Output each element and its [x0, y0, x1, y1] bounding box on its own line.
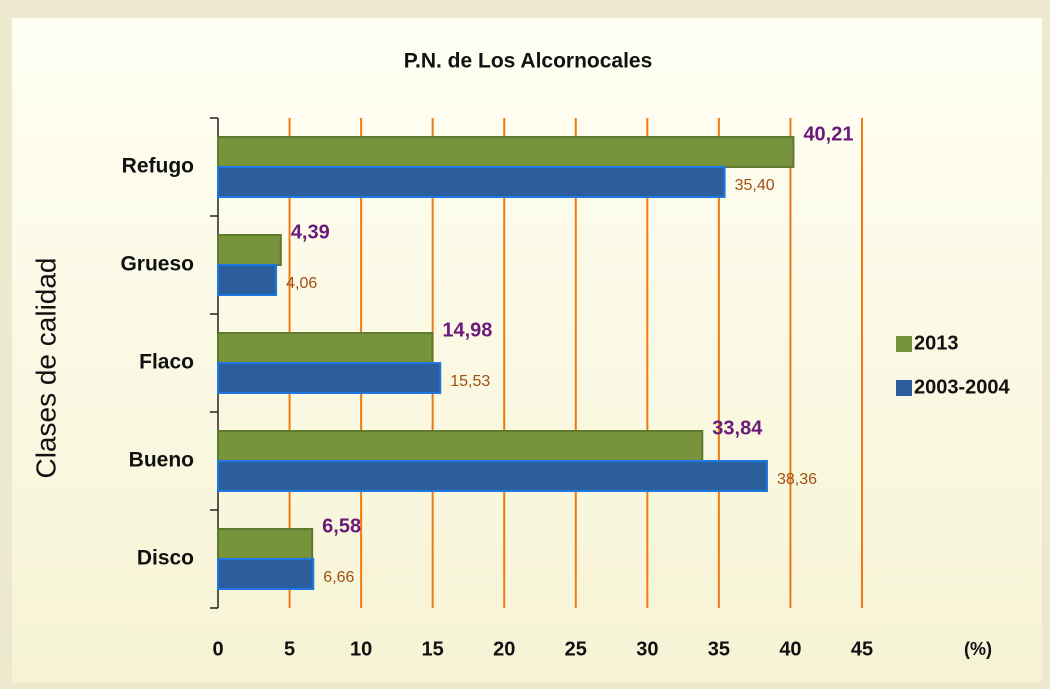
data-label: 6,66 — [323, 569, 354, 586]
bar — [217, 136, 795, 168]
legend-label: 2003-2004 — [914, 376, 1011, 398]
data-label: 40,21 — [803, 123, 853, 145]
y-tick-label: Disco — [137, 547, 194, 570]
data-label: 4,39 — [291, 221, 330, 243]
x-tick-label: 40 — [779, 638, 801, 660]
x-tick-label: 45 — [851, 638, 873, 660]
x-tick-label: 20 — [493, 638, 515, 660]
x-axis-label: (%) — [964, 639, 992, 659]
x-tick-label: 25 — [565, 638, 587, 660]
data-label: 4,06 — [286, 275, 317, 292]
bar — [217, 264, 278, 296]
data-label: 14,98 — [442, 319, 492, 341]
bar — [217, 362, 442, 394]
data-label: 6,58 — [322, 515, 361, 537]
y-tick-label: Refugo — [122, 155, 194, 178]
legend-swatch — [896, 336, 912, 352]
x-tick-label: 35 — [708, 638, 730, 660]
x-tick-label: 15 — [422, 638, 444, 660]
x-tick-label: 10 — [350, 638, 372, 660]
legend-label: 2013 — [914, 332, 959, 354]
data-label: 38,36 — [777, 471, 817, 488]
x-tick-label: 30 — [636, 638, 658, 660]
bar — [217, 430, 704, 462]
bar — [217, 166, 726, 198]
bar — [217, 528, 314, 560]
data-label: 15,53 — [450, 373, 490, 390]
y-tick-label: Bueno — [129, 449, 194, 472]
y-tick-label: Flaco — [139, 351, 194, 374]
background — [12, 18, 1042, 682]
x-tick-label: 0 — [212, 638, 223, 660]
bar — [217, 460, 768, 492]
bar — [217, 234, 282, 266]
y-tick-label: Grueso — [120, 253, 194, 276]
x-tick-label: 5 — [284, 638, 295, 660]
data-label: 33,84 — [712, 417, 763, 439]
y-axis-label: Clases de calidad — [30, 257, 61, 478]
legend-swatch — [896, 380, 912, 396]
bar — [217, 558, 315, 590]
chart-title: P.N. de Los Alcornocales — [404, 50, 653, 73]
bar — [217, 332, 434, 364]
data-label: 35,40 — [735, 177, 775, 194]
